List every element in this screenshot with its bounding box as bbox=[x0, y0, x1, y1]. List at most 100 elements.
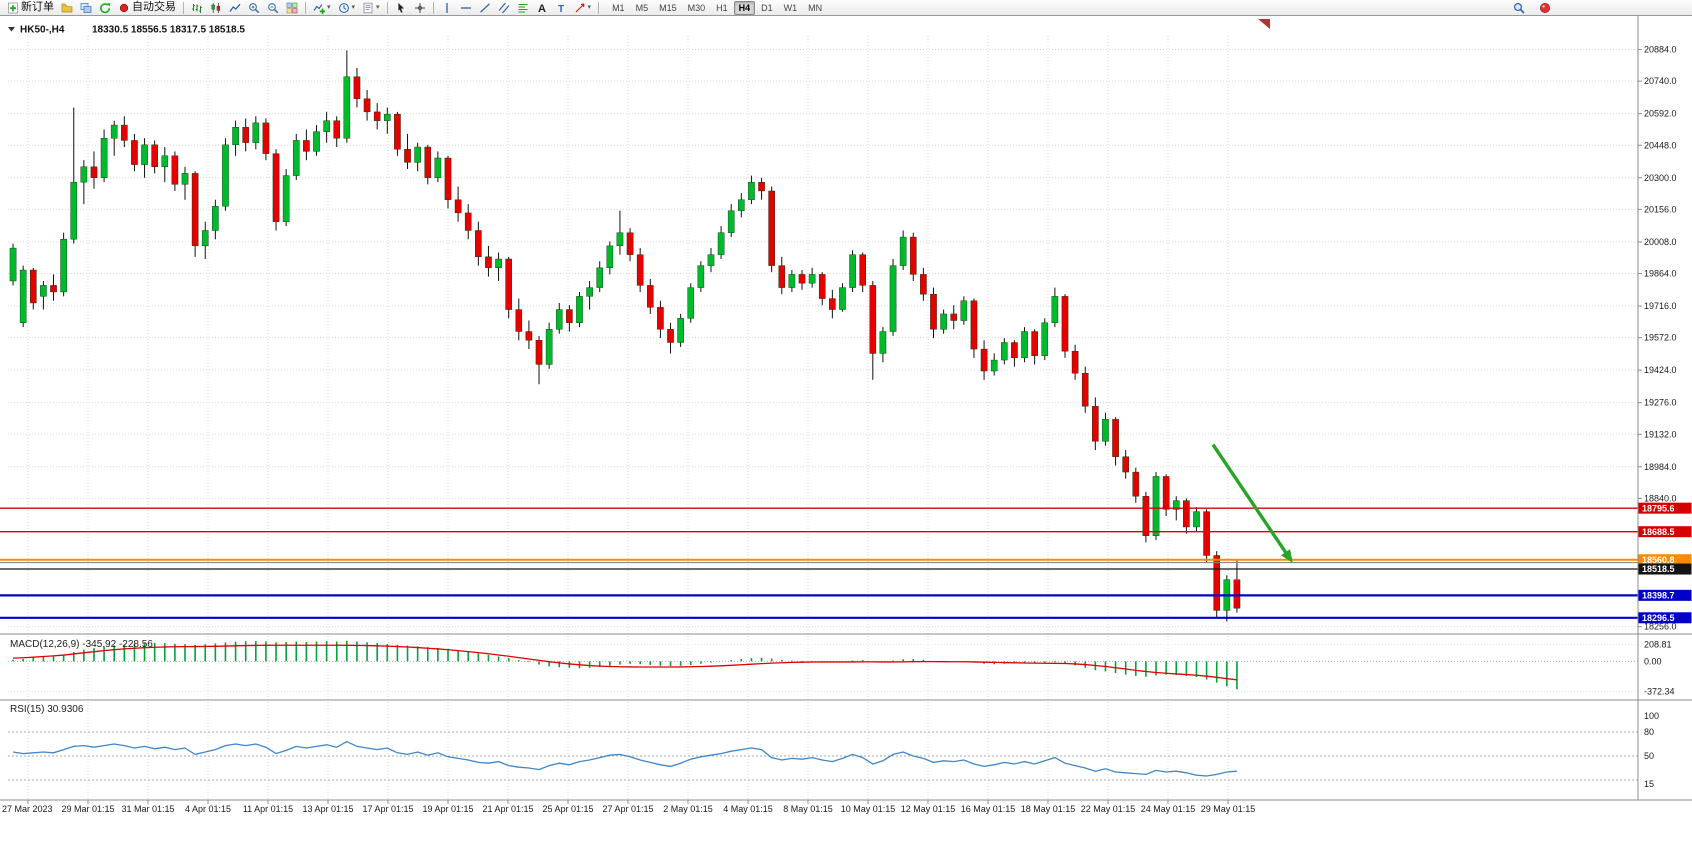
time-axis-label: 29 Mar 01:15 bbox=[61, 804, 114, 814]
window-list-button[interactable] bbox=[77, 0, 95, 15]
time-axis-label: 8 May 01:15 bbox=[783, 804, 833, 814]
zoom-in-button[interactable] bbox=[245, 0, 263, 15]
candle-up bbox=[70, 181, 78, 240]
shapes-button[interactable]: ▾ bbox=[571, 0, 595, 15]
level-lines[interactable] bbox=[0, 507, 1638, 619]
timeframe-m30-button[interactable]: M30 bbox=[687, 2, 706, 13]
timeframe-w1-button[interactable]: W1 bbox=[783, 2, 798, 13]
trendline-button[interactable] bbox=[476, 0, 494, 15]
candle-up bbox=[232, 127, 239, 146]
timeframe-mn-button[interactable]: MN bbox=[808, 2, 823, 13]
rsi-panel bbox=[12, 740, 1237, 777]
candle-up bbox=[899, 236, 907, 266]
new-order-button[interactable]: 新订单 bbox=[4, 0, 57, 15]
symbol-menu-icon[interactable] bbox=[8, 27, 15, 32]
time-axis-label: 4 May 01:15 bbox=[723, 804, 773, 814]
new-order-button-label: 新订单 bbox=[21, 1, 54, 13]
price-axis[interactable]: 20884.0 20740.0 20592.0 20448.0 20300.0 20156… bbox=[1638, 45, 1692, 789]
notifications-button[interactable] bbox=[1536, 0, 1554, 15]
candle-up bbox=[808, 274, 816, 284]
timeframe-h1-button[interactable]: H1 bbox=[716, 2, 728, 13]
candle-up bbox=[596, 267, 604, 288]
candle-down bbox=[758, 181, 765, 192]
candle-down bbox=[1061, 296, 1069, 352]
indicators-button[interactable]: ▾ bbox=[310, 0, 334, 15]
down-trend-arrow[interactable] bbox=[1211, 443, 1292, 560]
candle-down bbox=[869, 285, 877, 354]
timeframe-d1-button[interactable]: D1 bbox=[761, 2, 773, 13]
line-chart-button[interactable] bbox=[226, 0, 244, 15]
bar-chart-button[interactable] bbox=[188, 0, 206, 15]
candle-down bbox=[131, 140, 138, 165]
candle-down bbox=[121, 124, 128, 141]
refresh-icon bbox=[100, 2, 111, 13]
crosshair-button[interactable] bbox=[411, 0, 429, 15]
candle-up bbox=[1193, 511, 1200, 528]
chart-labels: HK50-,H4 18330.5 18556.5 18317.5 18518.5… bbox=[8, 25, 245, 715]
price-tag bbox=[1638, 526, 1692, 538]
down-trend-arrow-head[interactable] bbox=[1280, 549, 1293, 563]
candle-down bbox=[566, 309, 573, 323]
price-axis-label: 20008.0 bbox=[1644, 237, 1677, 247]
crosshair-icon bbox=[414, 2, 425, 13]
candle-down bbox=[29, 269, 37, 304]
channel-button[interactable] bbox=[495, 0, 513, 15]
timeframe-h4-button[interactable]: H4 bbox=[733, 0, 756, 15]
candle-down bbox=[970, 300, 978, 350]
price-axis-label: 20884.0 bbox=[1644, 45, 1677, 55]
search-button[interactable] bbox=[1510, 0, 1528, 15]
candle-down bbox=[950, 313, 958, 321]
time-axis-label: 24 May 01:15 bbox=[1141, 804, 1196, 814]
timeframe-m1-button[interactable]: M1 bbox=[612, 2, 625, 13]
price-axis-label: 19572.0 bbox=[1644, 333, 1677, 343]
timeframe-m5-button[interactable]: M5 bbox=[635, 2, 649, 13]
candle-up bbox=[889, 265, 897, 332]
autotrade-button[interactable]: 自动交易 bbox=[115, 0, 179, 15]
price-axis-label: 20300.0 bbox=[1644, 173, 1677, 183]
time-axis-label: 16 May 01:15 bbox=[961, 804, 1016, 814]
caret-down-icon: ▾ bbox=[327, 4, 331, 11]
candle-down bbox=[475, 230, 482, 258]
fibo-button[interactable] bbox=[514, 0, 532, 15]
candle-up bbox=[495, 258, 502, 269]
time-axis[interactable]: 27 Mar 2023 29 Mar 01:15 31 Mar 01:15 4 Apr… bbox=[2, 804, 1255, 814]
cursor-button[interactable] bbox=[392, 0, 410, 15]
candle-up bbox=[343, 76, 351, 139]
candle-up bbox=[849, 254, 856, 288]
time-axis-label: 27 Apr 01:15 bbox=[602, 804, 653, 814]
vline-icon bbox=[445, 2, 448, 13]
hline-button[interactable] bbox=[457, 0, 475, 15]
candle-up bbox=[839, 287, 846, 310]
candle-down bbox=[626, 232, 634, 255]
candle-up bbox=[252, 122, 260, 143]
rsi-axis-label: 15 bbox=[1644, 779, 1654, 789]
timeframe-m15-button[interactable]: M15 bbox=[659, 2, 677, 13]
candle-down bbox=[303, 140, 310, 152]
shapes-icon bbox=[575, 2, 585, 12]
periods-button[interactable]: ▾ bbox=[335, 0, 359, 15]
candle-up bbox=[1172, 500, 1180, 510]
annotations[interactable] bbox=[1211, 19, 1293, 563]
time-axis-label: 25 Apr 01:15 bbox=[542, 804, 593, 814]
candle-down bbox=[818, 274, 826, 299]
candle-down bbox=[980, 348, 988, 372]
label-button[interactable]: T bbox=[552, 0, 570, 15]
candle-down bbox=[859, 254, 866, 286]
candle-up bbox=[727, 210, 735, 233]
candle-up bbox=[414, 146, 421, 163]
templates-button[interactable]: ▾ bbox=[359, 0, 383, 15]
candle-chart-button[interactable] bbox=[207, 0, 225, 15]
time-axis-label: 10 May 01:15 bbox=[841, 804, 896, 814]
text-button[interactable]: A bbox=[533, 0, 551, 15]
tile-windows-button[interactable] bbox=[283, 0, 301, 15]
price-axis-label: 20592.0 bbox=[1644, 109, 1677, 119]
refresh-button[interactable] bbox=[96, 0, 114, 15]
vline-button[interactable] bbox=[438, 0, 456, 15]
candle-down bbox=[657, 307, 664, 330]
price-chart[interactable]: 20884.0 20740.0 20592.0 20448.0 20300.0 20156… bbox=[0, 16, 1692, 858]
candle-down bbox=[464, 212, 472, 231]
candle-down bbox=[1233, 579, 1241, 609]
hline-icon bbox=[460, 6, 471, 9]
zoom-out-button[interactable] bbox=[264, 0, 282, 15]
profiles-button[interactable] bbox=[58, 0, 76, 15]
